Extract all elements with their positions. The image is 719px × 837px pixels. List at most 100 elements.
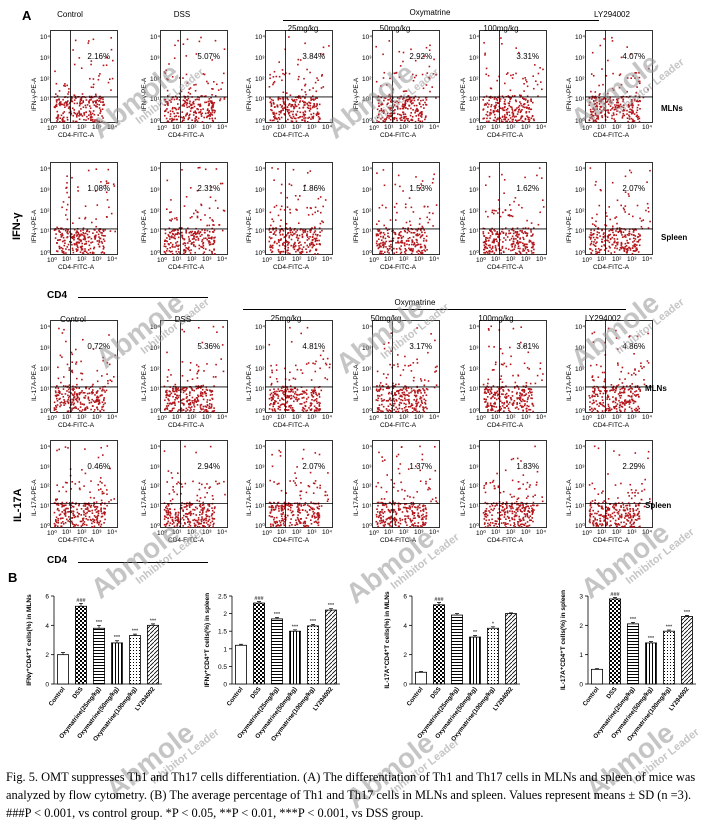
x-tick-label: 10⁰ [369, 125, 379, 132]
x-tick-label: 10² [506, 256, 516, 263]
quadrant-percentage: 2.07% [302, 462, 326, 471]
x-tick-label: 10² [187, 124, 197, 131]
x-tick-label: 10⁴ [429, 529, 440, 536]
x-tick-label: 10¹ [172, 256, 182, 263]
significance-label: ### [254, 596, 264, 602]
y-tick-label: 10² [362, 365, 372, 373]
x-tick-label: 10⁰ [582, 530, 592, 537]
y-tick-label: 10¹ [362, 386, 372, 394]
y-tick-label: 10² [575, 365, 585, 373]
y-tick-label: 4 [403, 623, 407, 630]
y-axis-label: IFN-γ-PE-A [141, 77, 148, 111]
y-tick-label: 10² [255, 365, 265, 373]
x-axis-label: CD4-FITC-A [58, 132, 95, 139]
event-dots [163, 36, 226, 123]
y-tick-label: 10¹ [150, 228, 160, 236]
x-tick-label: 10² [506, 414, 516, 421]
y-tick-label: 10⁰ [255, 250, 265, 257]
category-label: Control [226, 686, 245, 708]
event-dots [375, 327, 438, 413]
x-tick-label: 10⁴ [536, 124, 547, 131]
y-tick-label: 10³ [362, 186, 372, 194]
quadrant-percentage: 1.62% [516, 184, 540, 193]
y-tick-label: 10⁰ [255, 408, 265, 415]
event-dots [268, 36, 330, 123]
dot-plot-il17-spleen-2 [265, 440, 333, 528]
col-label-25-2: 25mg/kg [270, 314, 302, 323]
y-tick-label: 10⁴ [40, 34, 51, 41]
plot-frame [50, 440, 118, 528]
significance-label: *** [274, 612, 281, 618]
dot-plot-ifn-mlns-2 [265, 30, 333, 123]
y-axis-label: IFN-γ-PE-A [353, 209, 360, 243]
dot-plot-ifn-spleen-0 [50, 162, 118, 255]
y-tick-label: 10³ [255, 463, 265, 471]
error-bar-3 [473, 635, 477, 638]
y-axis-label: IFN-γ-PE-A [31, 77, 38, 111]
y-axis-label: IL-17A-PE-A [141, 364, 148, 402]
y-axis-label: IL-17A-PE-A [460, 364, 467, 402]
y-tick-label: 10³ [255, 54, 265, 62]
y-tick-label: 10¹ [575, 502, 585, 510]
y-tick-label: 10² [255, 207, 265, 215]
significance-label: *** [684, 610, 691, 616]
y-tick-label: 10⁴ [40, 166, 51, 173]
category-label: Control [48, 686, 67, 708]
y-tick-label: 10¹ [255, 502, 265, 510]
x-tick-label: 10² [399, 529, 409, 536]
quadrant-percentage: 0.72% [87, 342, 111, 351]
plot-frame [479, 320, 547, 413]
error-bar-0 [61, 652, 65, 655]
col-label-ly: LY294002 [594, 10, 630, 19]
col-label-dss: DSS [173, 10, 191, 19]
x-tick-label: 10⁰ [262, 125, 272, 132]
bar-2 [451, 614, 463, 685]
bar-3 [469, 636, 481, 685]
y-tick-label: 10² [469, 207, 479, 215]
x-axis-label: CD4-FITC-A [58, 537, 95, 544]
y-tick-label: 10¹ [575, 96, 585, 104]
x-tick-label: 10¹ [172, 529, 182, 536]
figure-caption: Fig. 5. OMT suppresses Th1 and Th17 cell… [6, 770, 696, 820]
y-tick-label: 10³ [469, 54, 479, 62]
y-tick-label: 10⁰ [469, 250, 479, 257]
y-tick-label: 10⁰ [40, 408, 50, 415]
y-axis-label: IFN-γ-PE-A [353, 77, 360, 111]
plot-frame [479, 162, 547, 255]
y-tick-label: 10⁰ [150, 523, 160, 530]
event-dots [268, 167, 327, 255]
dot-plot-ifn-mlns-3 [372, 30, 440, 123]
y-tick-label: 10³ [150, 463, 160, 471]
y-tick-label: 10⁴ [362, 444, 373, 451]
x-axis-label: CD4-FITC-A [487, 132, 524, 139]
y-tick-label: 10⁰ [469, 118, 479, 125]
significance-label: ** [473, 630, 478, 636]
x-axis-label: CD4-FITC-A [380, 537, 417, 544]
x-axis-label: CD4-FITC-A [168, 422, 205, 429]
chart-axes [231, 596, 340, 685]
event-dots [268, 448, 329, 528]
y-tick-label: 10² [40, 207, 50, 215]
y-axis-label: IFN-γ-PE-A [460, 77, 467, 111]
bar-5 [147, 624, 159, 685]
quadrant-percentage: 1.08% [87, 184, 111, 193]
dot-plot-ifn-spleen-2 [265, 162, 333, 255]
x-tick-label: 10⁰ [476, 415, 486, 422]
chart-ylabel: IL-17A⁺CD4⁺T cells(%) in MLNs [384, 591, 391, 689]
event-dots [375, 445, 439, 528]
x-tick-label: 10² [292, 414, 302, 421]
event-dots [375, 169, 438, 255]
y-tick-label: 2 [223, 611, 227, 618]
error-bar-0 [419, 671, 423, 673]
y-tick-label: 10² [150, 365, 160, 373]
x-tick-label: 10⁴ [536, 256, 547, 263]
oxymatrine-group-line [283, 20, 599, 21]
x-tick-label: 10¹ [384, 529, 394, 536]
y-tick-label: 10³ [255, 344, 265, 352]
x-tick-label: 10³ [414, 529, 424, 536]
quadrant-percentage: 4.86% [622, 342, 646, 351]
x-tick-label: 10² [187, 414, 197, 421]
y-tick-label: 6 [403, 594, 407, 601]
event-dots [375, 40, 437, 123]
x-tick-label: 10³ [307, 529, 317, 536]
